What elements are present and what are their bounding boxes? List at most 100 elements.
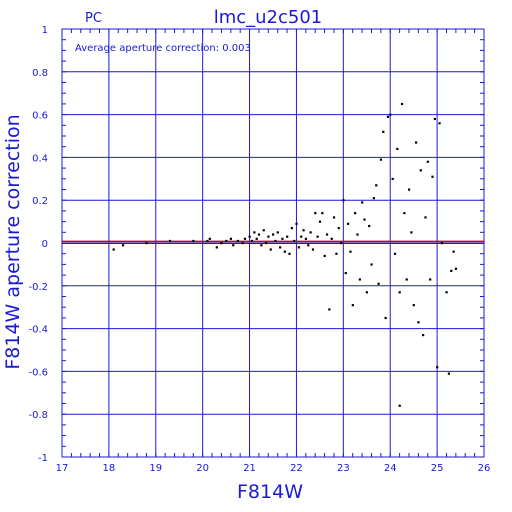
data-point-14 — [243, 237, 247, 240]
data-point-82 — [405, 278, 408, 281]
data-point-12 — [236, 239, 240, 243]
data-point-77 — [393, 252, 397, 255]
data-point-39 — [304, 237, 308, 240]
data-point-97 — [440, 242, 443, 245]
data-point-91 — [426, 160, 429, 163]
data-point-102 — [454, 267, 458, 270]
x-tick-label-19: 19 — [149, 463, 162, 474]
data-point-55 — [342, 199, 345, 202]
data-point-94 — [433, 117, 436, 121]
data-point-76 — [391, 177, 394, 180]
y-tick-label--1: -1 — [38, 453, 48, 464]
data-point-73 — [384, 316, 387, 320]
data-point-59 — [351, 304, 354, 307]
data-point-83 — [407, 188, 411, 191]
data-point-66 — [368, 224, 371, 228]
data-point-41 — [309, 231, 312, 234]
x-tick-label-18: 18 — [103, 463, 116, 474]
average-correction-annotation: Average aperture correction: 0.003 — [75, 43, 251, 54]
y-tick-label-0.2: 0.2 — [32, 196, 48, 207]
data-point-87 — [417, 321, 420, 324]
tick-labels: 17 18 19 20 21 22 23 24 25 26 1 0.8 0.6 0.4 0.2 0 -0.2 -0… — [28, 25, 490, 474]
data-point-24 — [269, 248, 272, 251]
data-point-43 — [314, 212, 317, 215]
data-point-13 — [241, 242, 244, 245]
data-point-47 — [323, 254, 326, 258]
data-point-32 — [288, 252, 291, 255]
x-tick-label-20: 20 — [196, 463, 209, 474]
data-point-92 — [429, 278, 432, 281]
data-point-22 — [264, 242, 268, 245]
data-point-33 — [290, 227, 293, 230]
y-tick-label-0.6: 0.6 — [32, 111, 48, 122]
data-point-65 — [365, 291, 368, 294]
data-point-42 — [311, 248, 315, 251]
data-point-7 — [215, 246, 218, 249]
data-point-16 — [250, 239, 254, 243]
data-point-34 — [293, 239, 296, 243]
data-point-95 — [436, 366, 439, 369]
data-point-80 — [400, 102, 404, 106]
data-point-0 — [112, 248, 115, 251]
data-point-35 — [295, 222, 298, 225]
data-point-46 — [321, 212, 324, 215]
data-point-8 — [220, 242, 223, 245]
data-point-5 — [206, 239, 209, 243]
chart-title: lmc_u2c501 — [214, 7, 323, 28]
data-point-101 — [452, 250, 455, 253]
data-point-17 — [253, 231, 256, 234]
data-point-93 — [431, 175, 434, 178]
x-tick-label-22: 22 — [290, 463, 303, 474]
data-point-29 — [281, 237, 284, 240]
data-point-6 — [208, 237, 211, 240]
data-point-70 — [377, 282, 380, 285]
data-point-26 — [274, 239, 277, 243]
data-point-38 — [302, 229, 305, 232]
y-tick-label--0.6: -0.6 — [28, 367, 48, 378]
data-point-72 — [382, 130, 385, 133]
x-tick-label-25: 25 — [431, 463, 444, 474]
data-point-68 — [372, 197, 376, 200]
data-point-71 — [379, 158, 383, 161]
data-point-18 — [255, 237, 258, 240]
data-point-27 — [276, 231, 279, 234]
data-point-45 — [318, 220, 322, 223]
data-point-58 — [349, 250, 352, 253]
data-point-40 — [307, 244, 310, 247]
data-point-15 — [248, 235, 251, 238]
data-points — [112, 102, 458, 407]
data-point-54 — [339, 242, 343, 245]
data-point-100 — [450, 269, 453, 273]
data-point-63 — [361, 201, 364, 204]
data-point-84 — [410, 231, 413, 234]
data-point-75 — [389, 113, 392, 116]
plot-grid — [61, 28, 485, 458]
data-point-37 — [300, 235, 303, 238]
data-point-103 — [398, 404, 401, 407]
data-point-3 — [168, 239, 172, 243]
data-point-51 — [332, 216, 336, 219]
data-point-48 — [325, 233, 329, 236]
data-point-23 — [267, 235, 270, 238]
data-point-4 — [192, 239, 195, 243]
data-point-19 — [257, 233, 261, 236]
data-point-31 — [286, 235, 289, 238]
data-point-28 — [279, 246, 282, 249]
data-point-30 — [283, 250, 286, 253]
data-point-44 — [316, 235, 319, 238]
data-point-53 — [337, 227, 340, 230]
y-tick-label-0: 0 — [42, 239, 48, 250]
x-tick-label-21: 21 — [243, 463, 256, 474]
data-point-99 — [447, 372, 451, 375]
data-point-62 — [358, 278, 361, 281]
x-tick-label-23: 23 — [337, 463, 350, 474]
data-point-67 — [370, 263, 373, 266]
data-point-36 — [297, 246, 300, 249]
data-point-69 — [375, 184, 378, 187]
data-point-56 — [344, 271, 347, 275]
data-point-98 — [445, 291, 448, 294]
data-point-90 — [424, 216, 427, 219]
data-point-9 — [225, 239, 228, 243]
data-point-50 — [330, 237, 333, 240]
